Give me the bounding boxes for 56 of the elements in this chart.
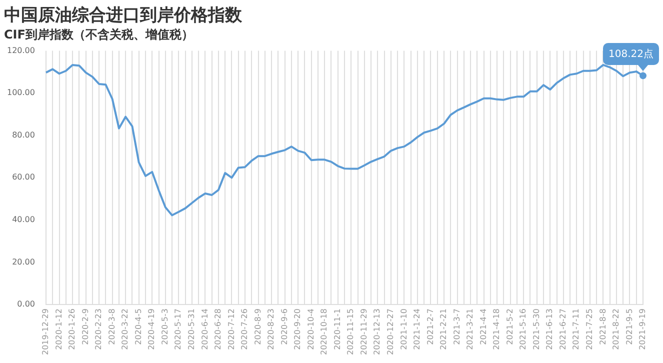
x-tick-label: 2021-3-7: [452, 308, 462, 345]
x-tick-label: 2021-2-21: [439, 308, 448, 350]
x-tick-label: 2021-9-5: [624, 308, 634, 345]
x-tick-label: 2020-9-20: [293, 308, 302, 350]
chart-subtitle: CIF到岸指数（不含关税、增值税）: [4, 28, 194, 42]
x-tick-label: 2020-10-4: [306, 308, 316, 350]
x-tick-label: 2020-4-5: [134, 308, 143, 345]
x-tick-label: 2021-7-11: [572, 308, 581, 350]
y-tick-label: 120.00: [6, 46, 35, 55]
x-tick-label: 2020-3-8: [107, 308, 116, 345]
annotation: 108.22点: [608, 48, 654, 61]
x-tick-label: 2020-8-23: [266, 308, 276, 350]
x-tick-label: 2020-7-26: [240, 308, 250, 350]
x-tick-label: 2021-9-19: [638, 308, 648, 350]
x-tick-label: 2021-3-21: [466, 308, 475, 350]
x-tick-label: 2021-5-30: [532, 308, 541, 350]
x-tick-label: 2020-2-23: [94, 308, 104, 350]
x-tick-label: 2020-3-22: [120, 308, 130, 350]
x-tick-label: 2021-6-13: [545, 308, 554, 350]
x-tick-label: 2020-11-29: [359, 308, 368, 356]
x-tick-label: 2021-5-2: [505, 308, 514, 345]
x-tick-label: 2020-9-6: [280, 308, 289, 345]
x-tick-label: 2020-12-13: [372, 308, 382, 356]
x-tick-label: 2020-11-1: [332, 308, 342, 350]
x-tick-label: 2020-8-9: [253, 308, 262, 345]
x-tick-label: 2020-5-17: [174, 308, 183, 350]
x-tick-label: 2020-5-3: [160, 308, 170, 345]
x-tick-label: 2021-6-27: [558, 308, 568, 350]
x-tick-label: 2020-5-31: [187, 308, 196, 350]
y-tick-label: 60.00: [12, 172, 35, 182]
x-tick-label: 2020-1-26: [68, 308, 77, 350]
x-tick-label: 2020-2-9: [80, 308, 90, 345]
x-tick-label: 2020-12-27: [386, 308, 396, 356]
x-tick-label: 2021-8-8: [598, 308, 608, 345]
x-tick-label: 2021-1-24: [412, 308, 422, 350]
x-tick-label: 2020-10-18: [320, 308, 329, 356]
x-tick-label: 2021-5-16: [518, 308, 528, 350]
x-tick-label: 2020-6-14: [200, 308, 210, 350]
x-tick-label: 2020-4-19: [147, 308, 156, 350]
x-tick-label: 2021-4-18: [492, 308, 502, 350]
y-tick-label: 80.00: [12, 130, 35, 140]
x-tick-label: 2021-8-22: [612, 308, 621, 350]
chart-title: 中国原油综合进口到岸价格指数: [4, 6, 243, 26]
y-tick-label: 100.00: [6, 88, 35, 98]
x-tick-label: 2021-7-25: [585, 308, 594, 350]
x-tick-label: 2019-12-29: [41, 308, 50, 356]
x-tick-label: 2021-1-10: [399, 308, 408, 350]
x-tick-label: 2020-11-15: [346, 308, 356, 356]
x-tick-label: 2021-4-4: [478, 308, 488, 345]
x-tick-label: 2020-7-12: [226, 308, 236, 350]
x-tick-label: 2021-2-7: [426, 308, 435, 345]
x-tick-label: 2020-1-12: [54, 308, 64, 350]
x-tick-label: 2020-6-28: [214, 308, 223, 350]
y-tick-label: 40.00: [12, 215, 35, 224]
y-tick-label: 20.00: [12, 257, 35, 266]
y-tick-label: 0.00: [17, 300, 35, 309]
